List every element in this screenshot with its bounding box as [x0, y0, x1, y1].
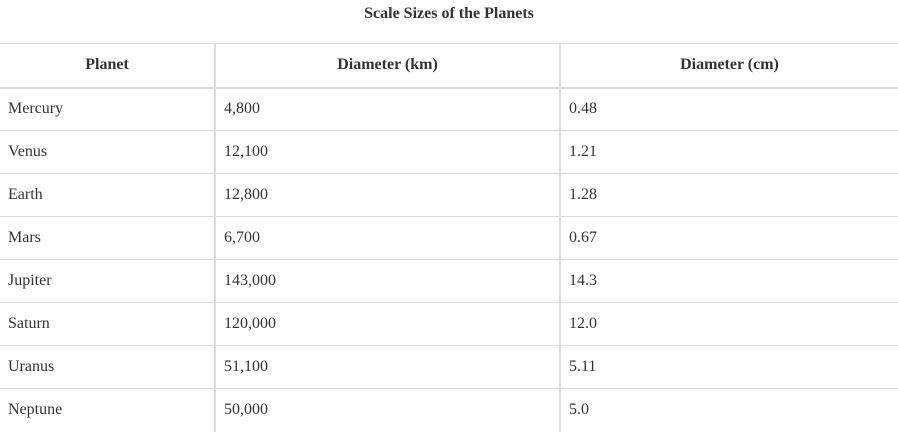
table-row: Saturn 120,000 12.0 — [0, 302, 898, 346]
planet-table: Planet Diameter (km) Diameter (cm) Mercury… — [0, 43, 898, 432]
table-cell: 1.21 — [559, 130, 898, 174]
header-row: Planet Diameter (km) Diameter (cm) — [0, 43, 898, 89]
table-row: Mercury 4,800 0.48 — [0, 87, 898, 131]
table-cell: Mercury — [0, 87, 215, 131]
table-cell: Mars — [0, 216, 215, 260]
table-cell: Uranus — [0, 345, 215, 389]
table-cell: 5.11 — [559, 345, 898, 389]
table-row: Earth 12,800 1.28 — [0, 173, 898, 217]
table-cell: 5.0 — [559, 388, 898, 432]
table-row: Mars 6,700 0.67 — [0, 216, 898, 260]
table-cell: 120,000 — [214, 302, 560, 346]
table-cell: Neptune — [0, 388, 215, 432]
table-cell: 1.28 — [559, 173, 898, 217]
table-body: Mercury 4,800 0.48 Venus 12,100 1.21 Earth 12,8… — [0, 87, 898, 432]
table-head: Planet Diameter (km) Diameter (cm) — [0, 43, 898, 89]
table-title: Scale Sizes of the Planets — [364, 5, 534, 22]
table-cell: 14.3 — [559, 259, 898, 303]
table-cell: 51,100 — [214, 345, 560, 389]
table-cell: Venus — [0, 130, 215, 174]
table-row: Neptune 50,000 5.0 — [0, 388, 898, 432]
table-cell: Saturn — [0, 302, 215, 346]
table-row: Jupiter 143,000 14.3 — [0, 259, 898, 303]
header-cell: Planet — [0, 43, 215, 89]
table-cell: 12.0 — [559, 302, 898, 346]
table-cell: 50,000 — [214, 388, 560, 432]
table-cell: Jupiter — [0, 259, 215, 303]
table-cell: 12,100 — [214, 130, 560, 174]
table-cell: 12,800 — [214, 173, 560, 217]
header-cell: Diameter (cm) — [559, 43, 898, 89]
table-cell: 0.48 — [559, 87, 898, 131]
table-cell: 4,800 — [214, 87, 560, 131]
table-cell: Earth — [0, 173, 215, 217]
table-row: Uranus 51,100 5.11 — [0, 345, 898, 389]
header-cell: Diameter (km) — [214, 43, 560, 89]
table-cell: 6,700 — [214, 216, 560, 260]
table-cell: 143,000 — [214, 259, 560, 303]
table-row: Venus 12,100 1.21 — [0, 130, 898, 174]
table-cell: 0.67 — [559, 216, 898, 260]
